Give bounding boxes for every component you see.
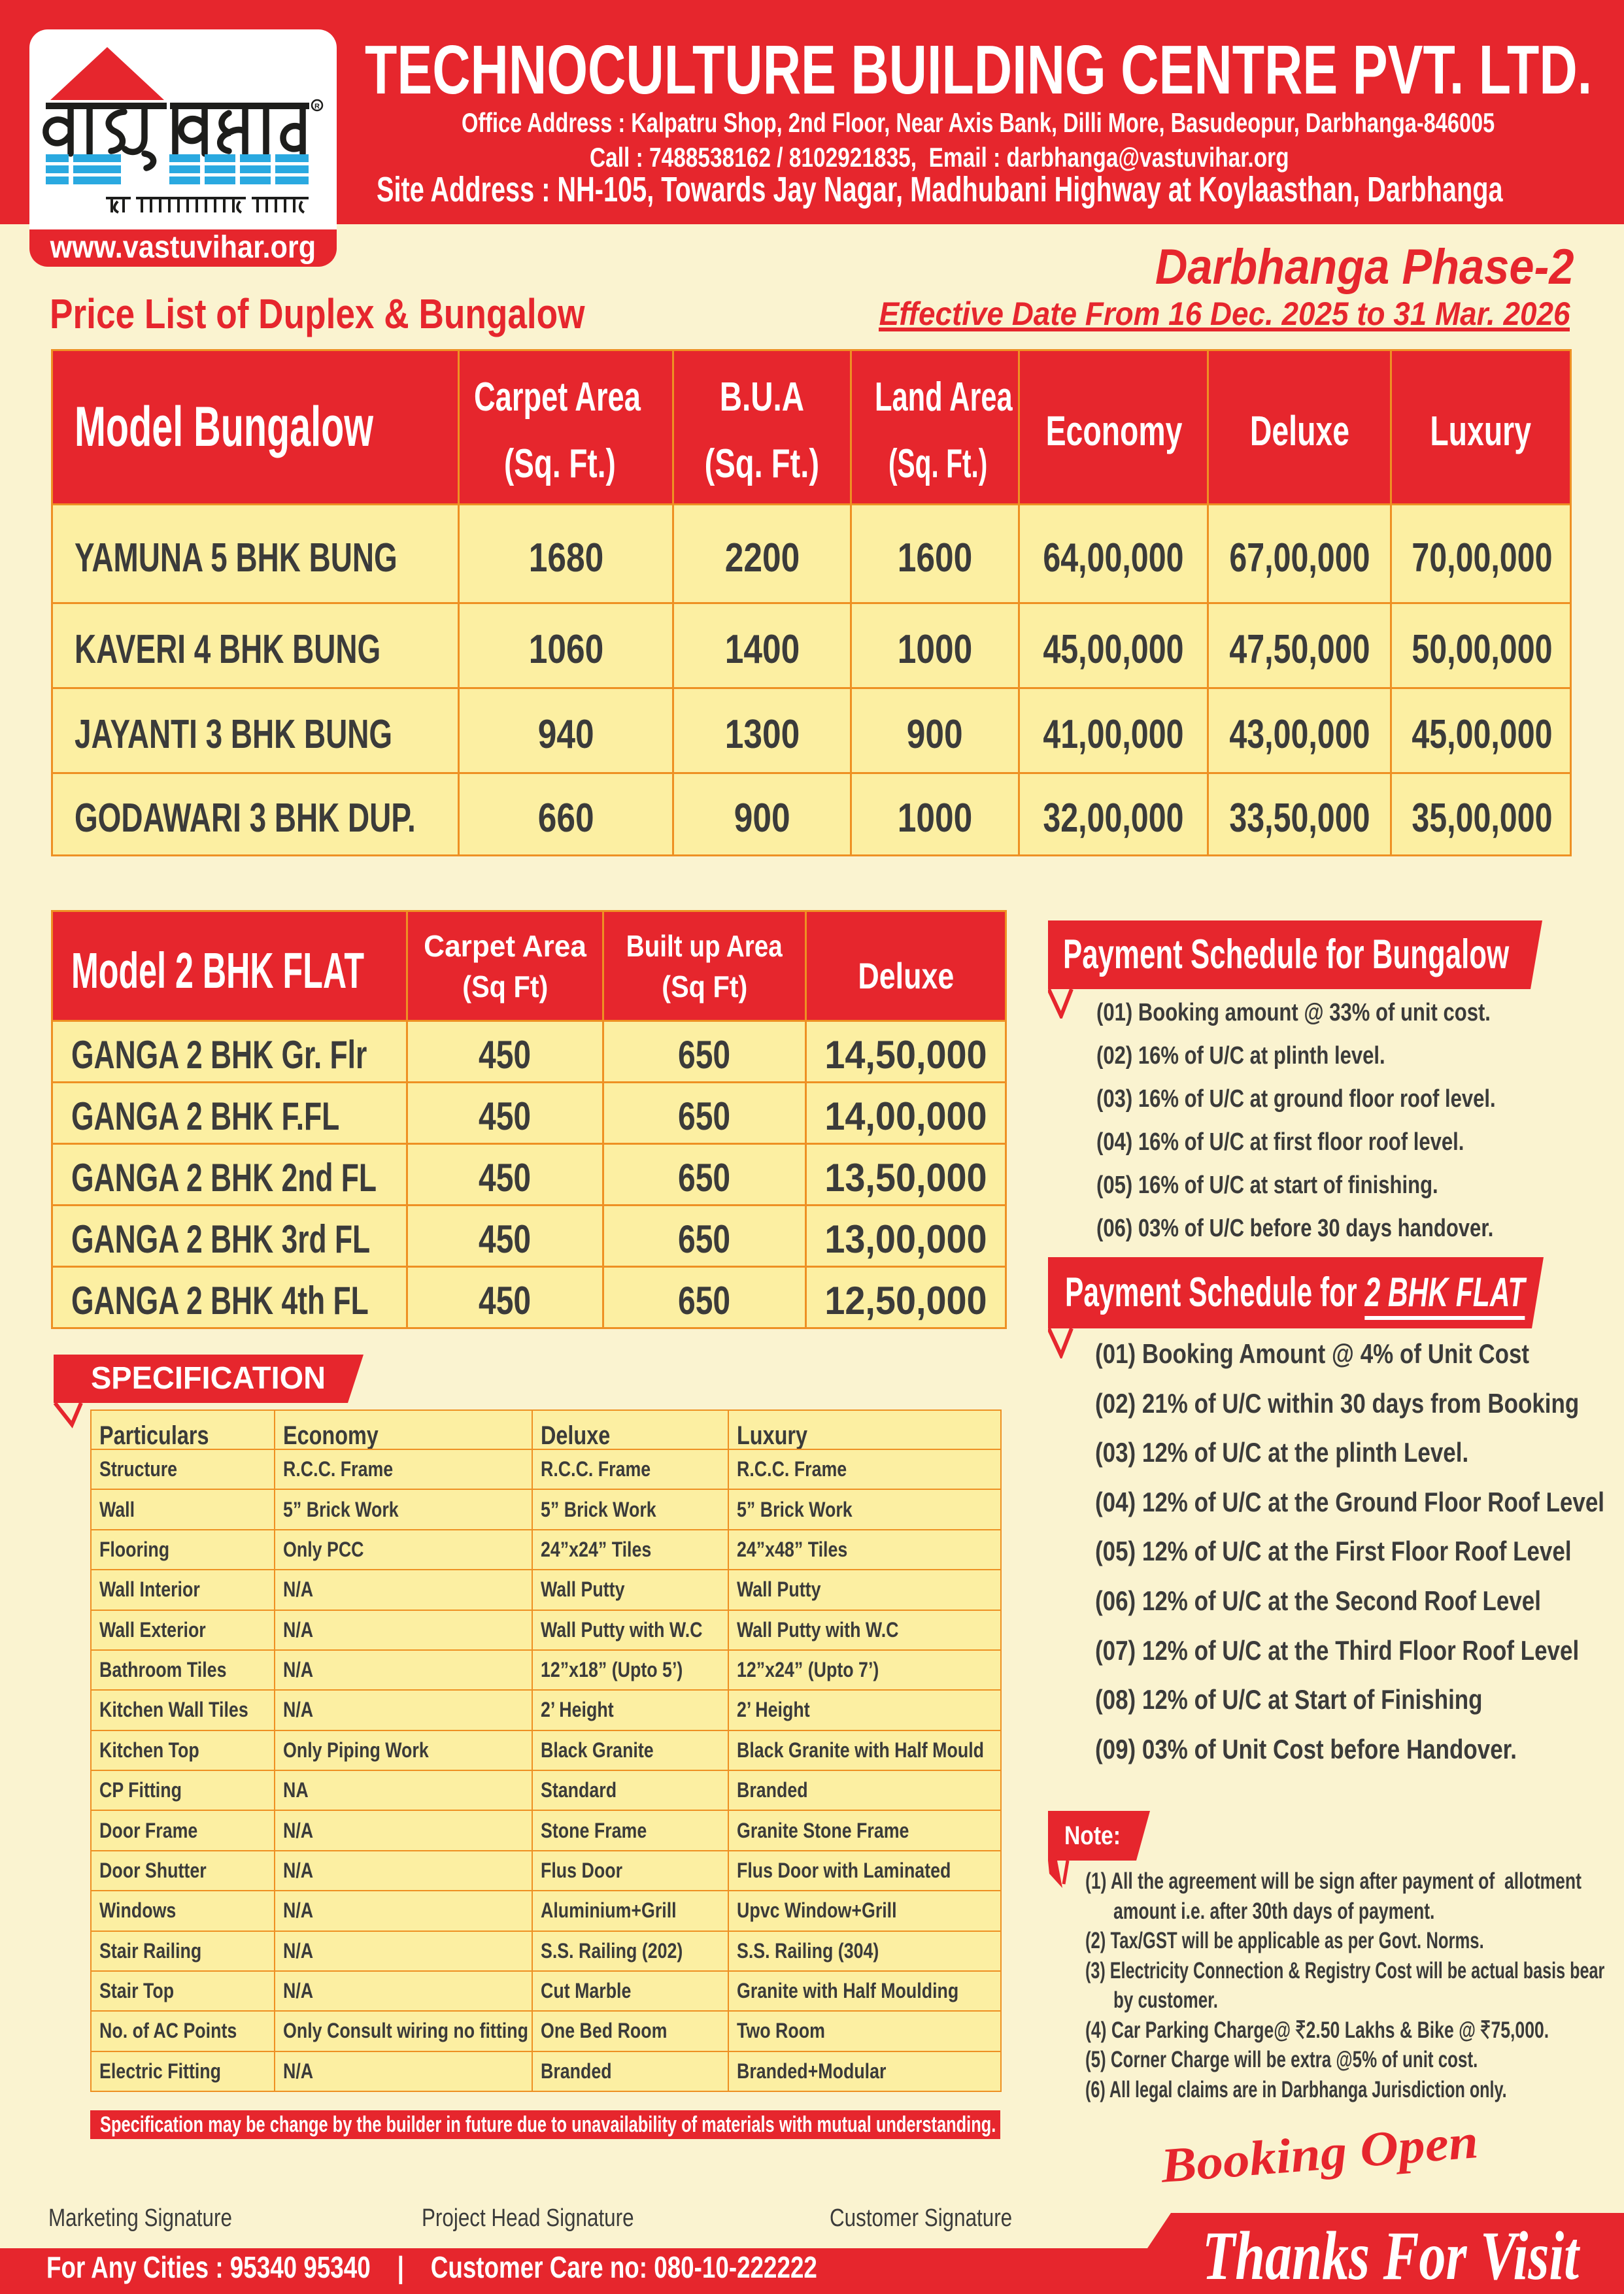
- svg-text:R: R: [314, 103, 320, 110]
